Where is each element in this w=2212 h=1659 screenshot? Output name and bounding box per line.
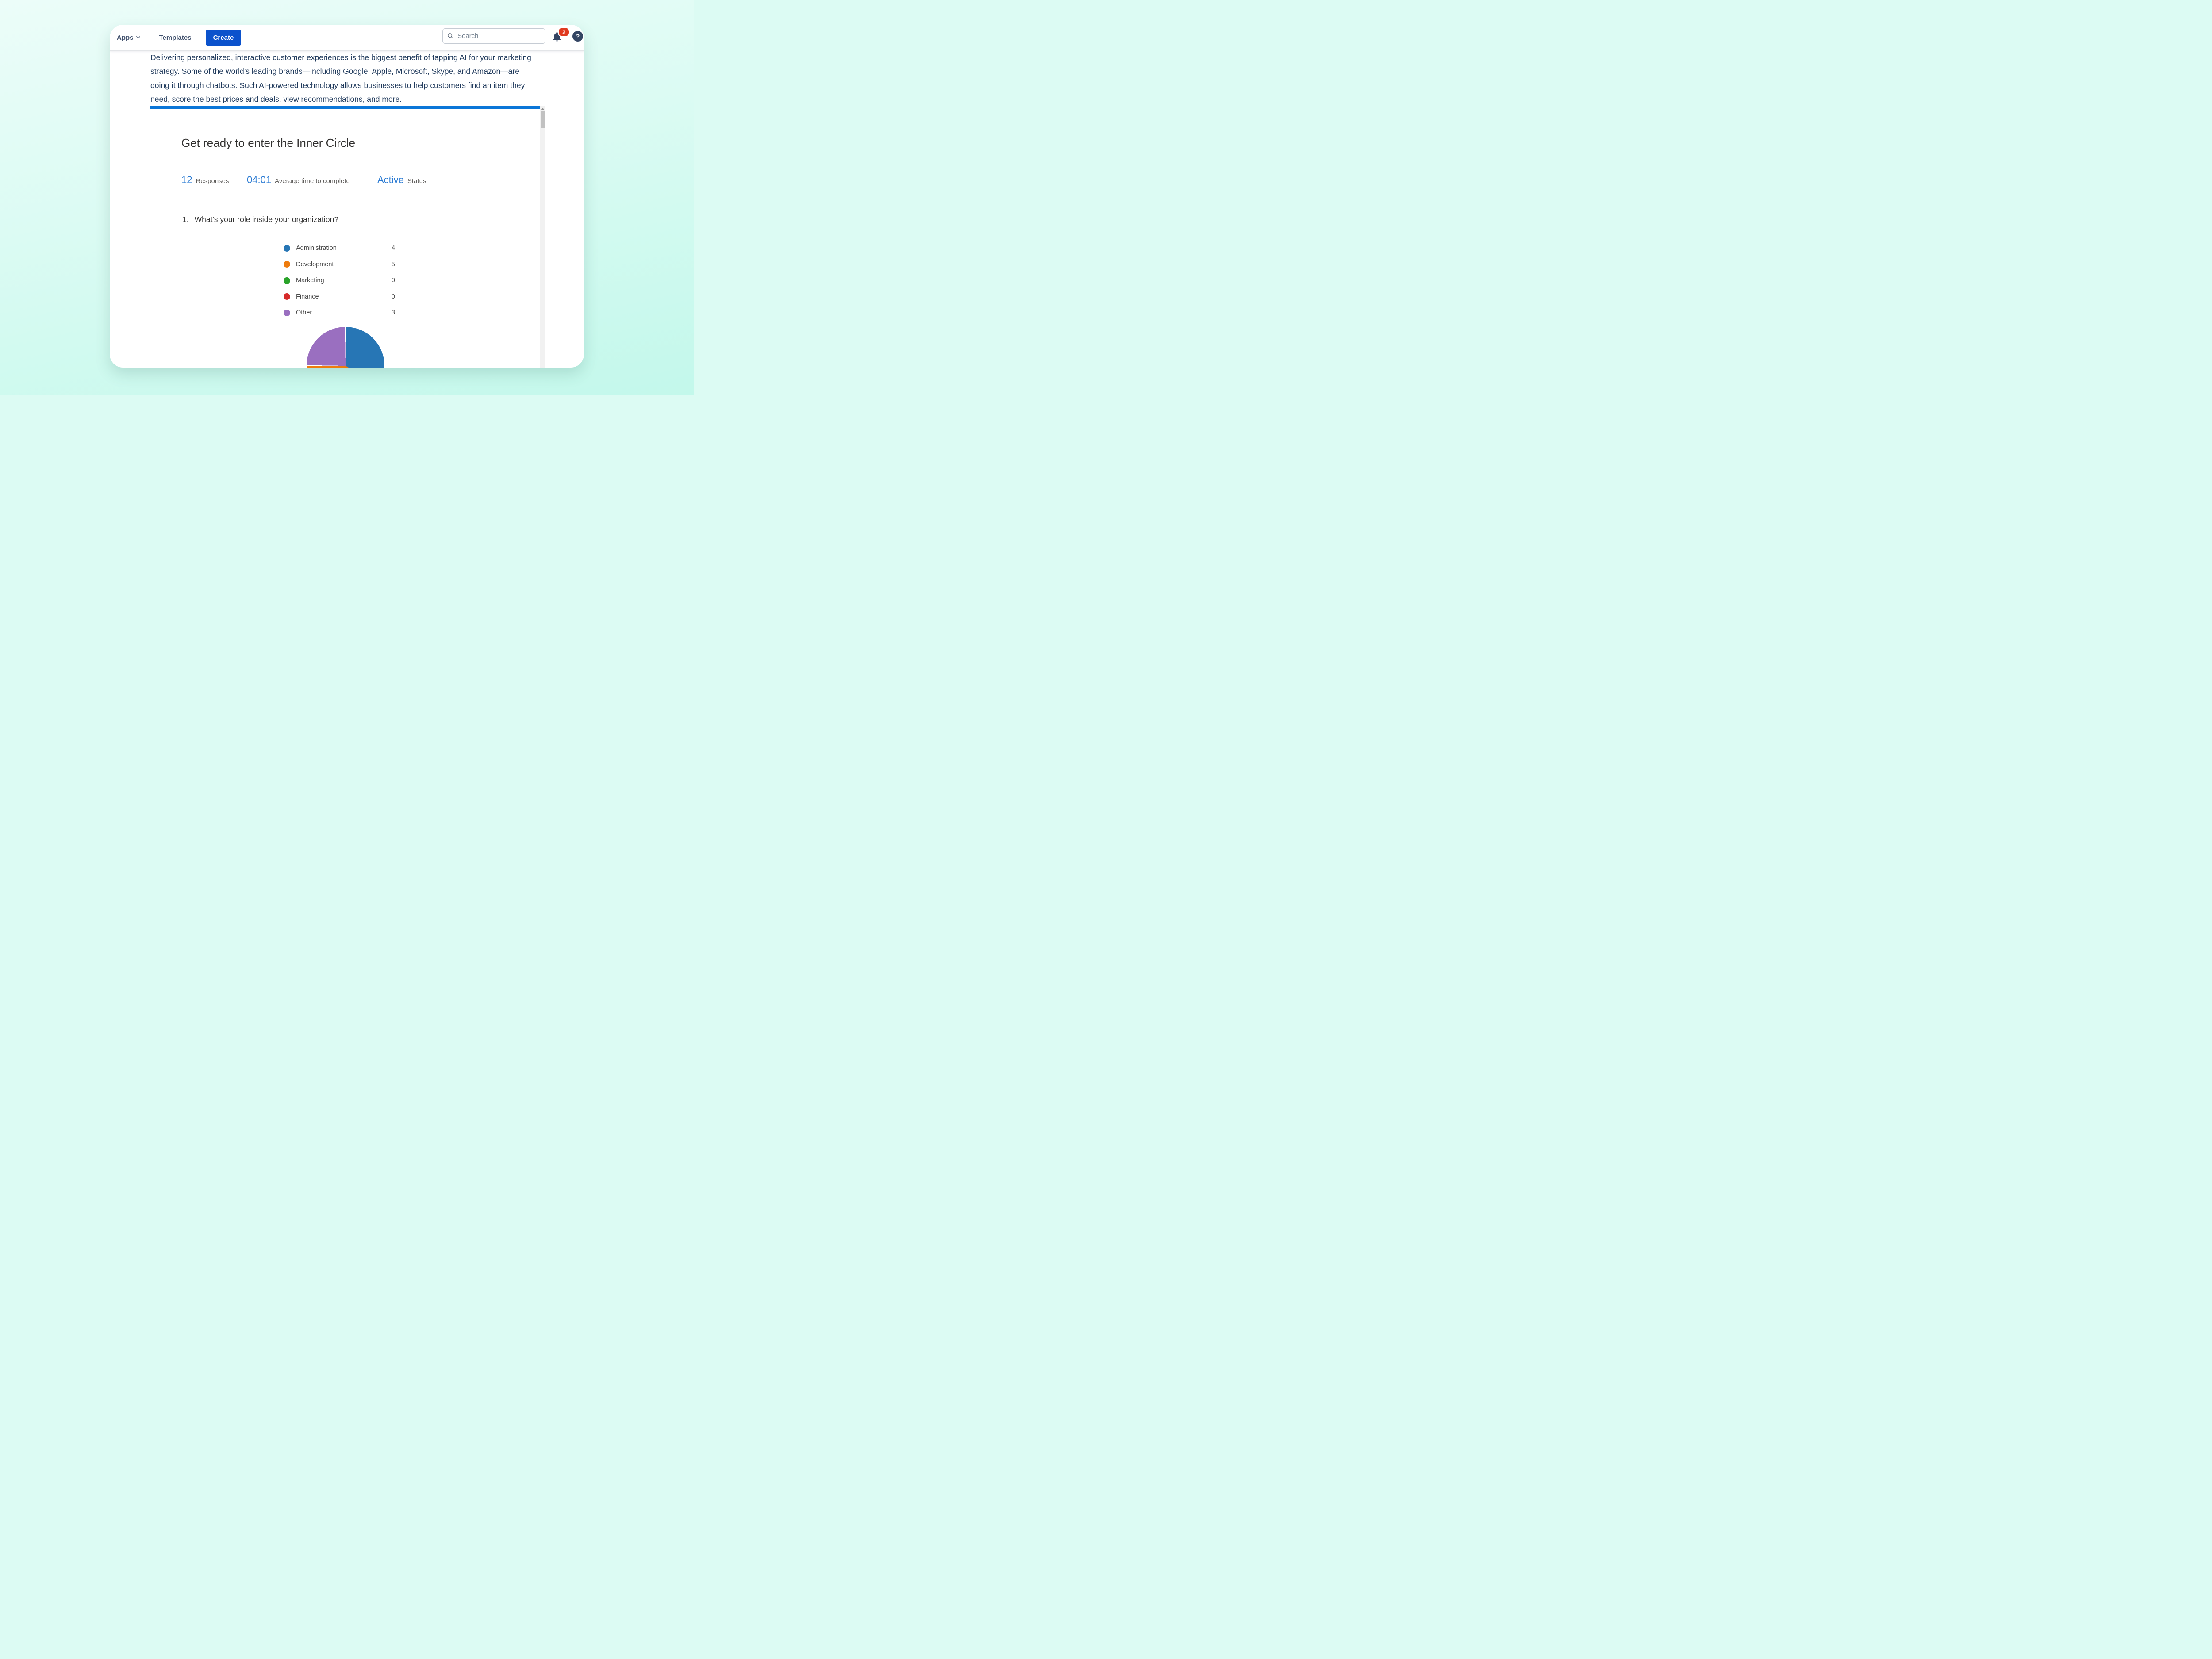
nav-templates-label: Templates — [159, 34, 192, 42]
nav-apps-menu[interactable]: Apps — [117, 34, 141, 42]
desktop-background: Delivering personalized, interactive cus… — [0, 0, 694, 395]
chevron-down-icon — [136, 34, 141, 42]
legend-dot-icon — [284, 277, 290, 284]
stat-average-time-value: 04:01 — [247, 174, 272, 185]
legend-row: Finance 0 — [284, 289, 395, 305]
stat-responses-value: 12 — [181, 174, 192, 185]
form-title: Get ready to enter the Inner Circle — [181, 136, 356, 149]
stat-status-value: Active — [377, 174, 404, 185]
vertical-scrollbar[interactable] — [540, 106, 545, 368]
create-button[interactable]: Create — [205, 30, 242, 46]
search-box[interactable] — [442, 28, 546, 44]
legend-count: 5 — [391, 261, 395, 268]
section-divider-bar — [150, 106, 540, 109]
nav-templates[interactable]: Templates — [159, 34, 192, 42]
stat-responses: 12 Responses — [181, 174, 229, 186]
legend-count: 0 — [391, 293, 395, 300]
legend-dot-icon — [284, 245, 290, 252]
scrollbar-up-arrow-icon[interactable] — [541, 108, 545, 110]
legend-label: Development — [296, 261, 334, 268]
legend-label: Other — [296, 309, 312, 317]
notification-count-badge: 2 — [558, 27, 570, 37]
question-text: What's your role inside your organizatio… — [194, 215, 338, 224]
legend-label: Marketing — [296, 277, 324, 284]
legend-row: Development 5 — [284, 257, 395, 273]
legend-label: Administration — [296, 245, 337, 252]
legend-dot-icon — [284, 293, 290, 300]
legend-dot-icon — [284, 261, 290, 268]
legend-row: Marketing 0 — [284, 272, 395, 289]
pie-chart — [307, 327, 384, 368]
app-window: Delivering personalized, interactive cus… — [110, 25, 584, 368]
legend-count: 4 — [391, 245, 395, 252]
intro-paragraph: Delivering personalized, interactive cus… — [150, 53, 531, 104]
chart-legend: Administration 4 Development 5 Marketing 0 Fin… — [284, 240, 395, 321]
stat-status: Active Status — [377, 174, 426, 186]
legend-row: Other 3 — [284, 305, 395, 321]
legend-count: 3 — [391, 309, 395, 317]
question-number: 1. — [182, 215, 189, 224]
stat-status-label: Status — [407, 177, 426, 185]
stat-average-time-label: Average time to complete — [275, 177, 350, 185]
legend-dot-icon — [284, 309, 290, 316]
stat-average-time: 04:01 Average time to complete — [247, 174, 350, 186]
question-title: 1. What's your role inside your organiza… — [182, 215, 338, 224]
legend-label: Finance — [296, 293, 319, 300]
legend-count: 0 — [391, 277, 395, 284]
search-icon — [447, 33, 454, 39]
legend-row: Administration 4 — [284, 240, 395, 257]
top-navbar: Apps Templates Create 2 ? — [110, 25, 584, 51]
help-button[interactable]: ? — [572, 31, 583, 42]
search-input[interactable] — [454, 32, 546, 40]
scrollbar-thumb[interactable] — [541, 111, 545, 128]
nav-apps-label: Apps — [117, 34, 134, 42]
stat-responses-label: Responses — [196, 177, 229, 185]
